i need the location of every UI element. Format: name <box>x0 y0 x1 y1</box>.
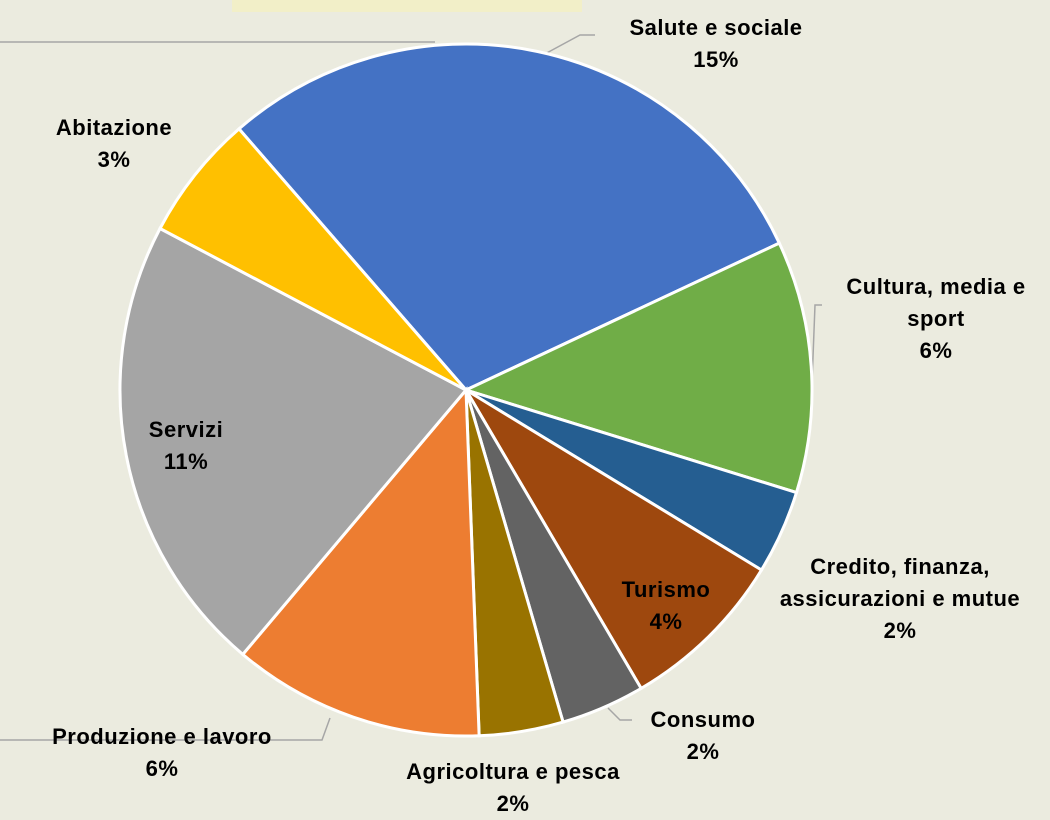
data-label: Agricoltura e pesca 2% <box>353 756 673 820</box>
leader-line <box>607 707 632 721</box>
leader-line <box>811 304 822 384</box>
category-label: Salute e sociale <box>629 15 803 40</box>
value-label: 2% <box>496 791 530 816</box>
category-label: Cultura, media e sport <box>846 274 1026 331</box>
pie-slice <box>157 126 468 392</box>
category-label: Abitazione <box>55 115 173 140</box>
value-label: 15% <box>693 47 739 72</box>
data-label: Cultura, media e sport 6% <box>826 271 1046 367</box>
value-label: 3% <box>97 147 131 172</box>
data-label: Servizi 11% <box>106 414 266 478</box>
decoration <box>232 0 582 12</box>
data-label: Credito, finanza, assicurazioni e mutue 2… <box>775 551 1025 647</box>
leader-line <box>0 717 331 741</box>
value-label: 6% <box>919 338 953 363</box>
data-label: Salute e sociale 15% <box>586 12 846 76</box>
data-label: Abitazione 3% <box>24 112 204 176</box>
value-label: 2% <box>883 618 917 643</box>
value-label: 2% <box>686 739 720 764</box>
value-label: 11% <box>163 449 209 474</box>
category-label: Produzione e lavoro <box>52 724 272 749</box>
pie-slice <box>240 386 481 738</box>
category-label: Consumo <box>650 707 756 732</box>
data-label: Consumo 2% <box>623 704 783 768</box>
pie-slice <box>118 226 469 657</box>
category-label: Turismo <box>621 577 711 602</box>
category-label: Credito, finanza, assicurazioni e mutue <box>779 554 1021 611</box>
data-label: Turismo 4% <box>586 574 746 638</box>
pie-slice <box>464 388 764 691</box>
value-label: 4% <box>649 609 683 634</box>
pie-slice <box>461 241 814 495</box>
data-label: Produzione e lavoro 6% <box>2 721 322 785</box>
category-label: Agricoltura e pesca <box>406 759 620 784</box>
leader-line <box>542 34 595 56</box>
category-label: Servizi <box>148 417 224 442</box>
pie-slice <box>236 42 782 392</box>
leader-lines <box>0 34 822 741</box>
value-label: 6% <box>145 756 179 781</box>
